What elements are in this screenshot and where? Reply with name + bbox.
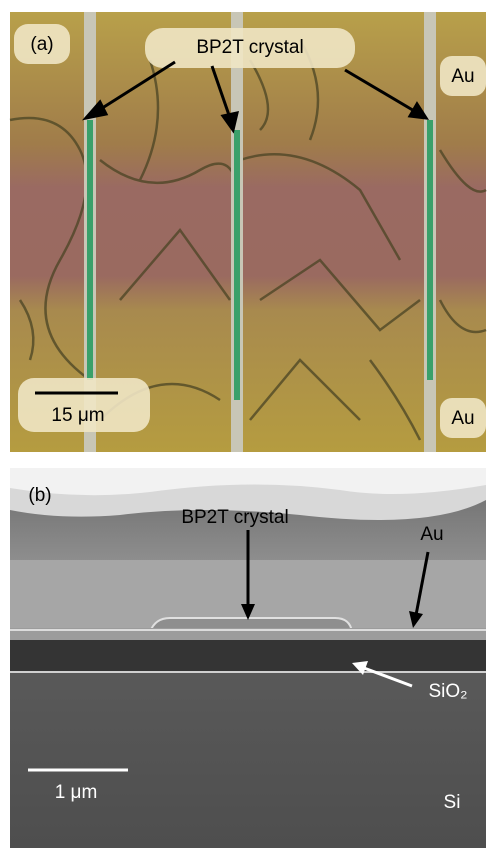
annotation: BP2T crystal [196,37,303,58]
figure: (a) BP2T crystal Au Au 15 μm (b) BP2T c [0,0,493,848]
panel-a: (a) BP2T crystal Au Au 15 μm [10,12,486,452]
annotation: Au [420,524,443,545]
panel-label: (a) [30,34,53,55]
annotation: BP2T crystal [181,507,288,528]
scale-bar-label: 15 μm [51,405,104,426]
annotation: SiO₂ [428,681,467,702]
oxide-layer [10,640,486,672]
annotation: Au [451,66,474,87]
annotation: Si [444,792,461,813]
annotation: Au [451,408,474,429]
page: (a) BP2T crystal Au Au 15 μm (b) BP2T c [0,0,493,848]
scale-bar-label: 1 μm [55,782,98,803]
panel-label: (b) [28,485,51,506]
panel-b: (b) BP2T crystal Au SiO₂ Si 1 μm [10,468,486,848]
